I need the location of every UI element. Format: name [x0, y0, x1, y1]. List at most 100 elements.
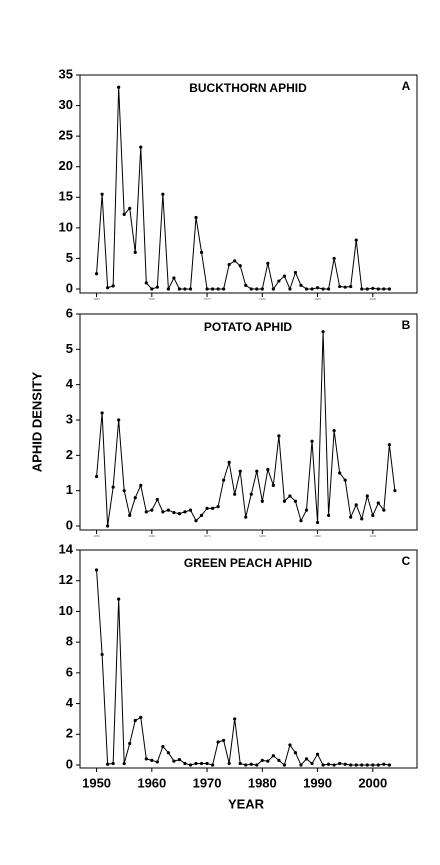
data-point	[349, 515, 353, 519]
data-point	[310, 287, 314, 291]
y-tick-label: 5	[66, 341, 73, 356]
data-point	[327, 513, 331, 518]
data-point	[249, 287, 253, 291]
data-point	[299, 519, 303, 523]
data-point	[205, 761, 209, 766]
data-point	[227, 460, 231, 464]
y-tick-label: 6	[66, 305, 73, 320]
data-point	[382, 508, 386, 512]
data-point	[293, 270, 298, 275]
y-tick-label: 25	[59, 128, 73, 143]
data-point	[133, 718, 137, 723]
data-point	[255, 763, 259, 767]
x-tick-label: 1960	[137, 775, 166, 790]
data-point	[144, 757, 148, 761]
data-point	[172, 276, 176, 280]
y-tick-label: 10	[59, 219, 73, 234]
x-tick-label: 2000	[358, 775, 387, 790]
data-point	[100, 652, 104, 657]
data-point	[205, 287, 209, 291]
x-tick-label: 1960	[148, 534, 155, 538]
data-point	[155, 760, 159, 764]
plot-frame	[79, 313, 418, 531]
data-point	[354, 503, 358, 507]
data-point	[188, 763, 193, 767]
data-point	[387, 287, 391, 291]
data-point	[266, 261, 270, 265]
data-point	[249, 492, 253, 496]
data-point	[111, 761, 115, 766]
data-line	[96, 569, 390, 766]
data-point	[188, 508, 193, 512]
data-point	[282, 274, 287, 278]
x-tick-label: 1950	[93, 297, 100, 301]
data-point	[210, 763, 215, 767]
data-point	[144, 510, 148, 514]
x-tick-label: 1980	[259, 297, 266, 301]
data-point	[210, 287, 215, 291]
data-point	[338, 471, 342, 475]
data-point	[371, 763, 375, 767]
y-tick-label: 6	[66, 664, 73, 679]
data-point	[128, 206, 132, 210]
data-line	[96, 331, 396, 527]
y-tick-label: 0	[66, 280, 73, 295]
data-point	[315, 520, 320, 525]
data-point	[133, 496, 137, 500]
y-tick-label: 14	[59, 541, 74, 556]
data-point	[332, 256, 336, 261]
data-point	[139, 715, 143, 719]
plot-frame	[79, 74, 418, 294]
data-point	[183, 761, 187, 766]
y-tick-label: 8	[66, 634, 73, 649]
y-tick-label: 10	[59, 603, 73, 618]
data-point	[117, 85, 121, 89]
data-point	[371, 286, 375, 290]
data-point	[100, 411, 104, 415]
data-point	[188, 287, 193, 291]
x-tick-label: 1970	[193, 775, 222, 790]
data-point	[260, 499, 264, 503]
data-point	[310, 761, 314, 766]
data-point	[194, 519, 198, 523]
data-point	[106, 286, 110, 290]
data-point	[194, 761, 198, 766]
data-point	[376, 763, 380, 767]
data-point	[315, 286, 320, 290]
x-tick-label: 2000	[369, 297, 376, 301]
y-axis-label: APHID DENSITY	[29, 371, 44, 472]
data-point	[155, 285, 159, 289]
data-point	[172, 510, 176, 515]
x-tick-label: 1960	[148, 297, 155, 301]
data-point	[216, 740, 220, 744]
data-point	[277, 758, 281, 762]
panel-title: GREEN PEACH APHID	[184, 556, 313, 570]
data-point	[122, 489, 126, 493]
x-axis-label: YEAR	[228, 796, 265, 811]
data-point	[194, 215, 198, 220]
x-tick-label: 1950	[93, 534, 100, 538]
x-tick-label: 1990	[314, 297, 321, 301]
data-point	[277, 434, 281, 438]
data-point	[327, 287, 331, 291]
data-point	[133, 250, 137, 254]
data-point	[277, 279, 281, 283]
data-point	[332, 429, 336, 433]
data-point	[343, 478, 347, 482]
data-point	[111, 485, 115, 489]
data-point	[94, 568, 99, 572]
y-tick-label: 4	[66, 376, 74, 391]
data-point	[122, 212, 126, 217]
y-tick-label: 15	[59, 189, 73, 204]
data-point	[387, 443, 391, 447]
data-point	[382, 287, 386, 291]
data-point	[177, 758, 182, 762]
data-point	[199, 761, 204, 766]
data-point	[233, 492, 237, 496]
panel-title: POTATO APHID	[204, 320, 293, 334]
data-point	[233, 717, 237, 721]
data-point	[139, 483, 143, 487]
x-tick-label: 1950	[82, 775, 111, 790]
data-point	[161, 744, 165, 749]
data-point	[365, 494, 369, 498]
